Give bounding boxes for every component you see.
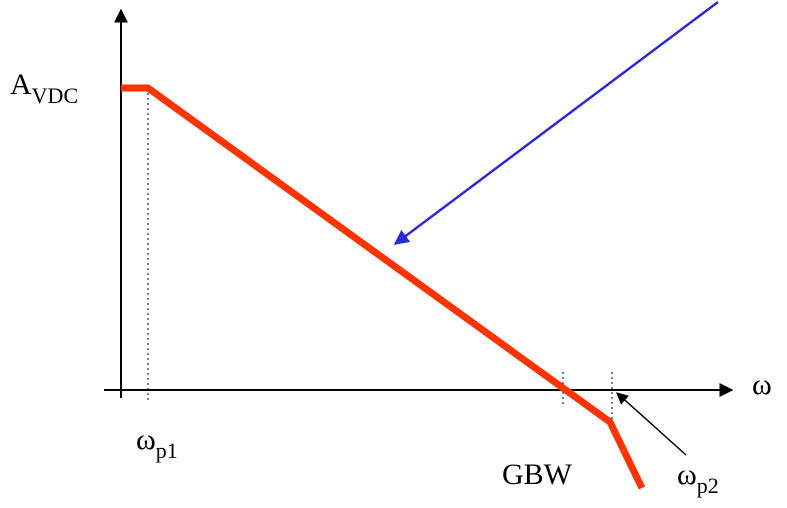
pole1-label: ωp1 — [136, 423, 178, 462]
y-level-main: A — [10, 68, 32, 101]
response-curve — [121, 84, 646, 490]
pole1-sub: p1 — [155, 438, 178, 463]
pole2-main: ω — [677, 458, 697, 491]
pole2-label: ωp2 — [677, 458, 719, 497]
y-level-sub: VDC — [31, 83, 79, 108]
pole1-main: ω — [136, 423, 156, 456]
pole2-sub: p2 — [696, 473, 719, 498]
gbw-label: GBW — [502, 460, 572, 490]
slope-pointer-arrow — [393, 0, 719, 246]
pole2-pointer-arrow — [616, 392, 687, 456]
x-axis-label: ω — [752, 370, 772, 400]
gbw-main: GBW — [502, 458, 572, 491]
y-level-label: AVDC — [10, 68, 78, 107]
x-axis-main: ω — [752, 368, 772, 401]
